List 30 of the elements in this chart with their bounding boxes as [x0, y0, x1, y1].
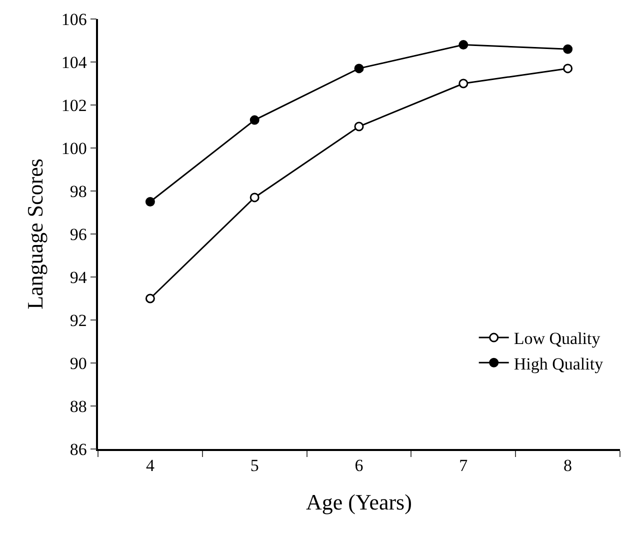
- y-tick-label: 96: [70, 224, 87, 244]
- y-tick-label: 106: [61, 10, 87, 29]
- x-tick-label: 6: [354, 456, 364, 476]
- y-axis-title: Language Scores: [22, 158, 48, 310]
- y-tick-label: 94: [70, 268, 88, 287]
- y-tick-label: 104: [61, 52, 88, 72]
- y-tick-label: 90: [70, 354, 87, 373]
- point: [250, 115, 260, 125]
- y-tick-label: 86: [70, 440, 87, 459]
- x-tick-label: 4: [146, 456, 155, 476]
- point: [354, 64, 364, 74]
- point: [250, 192, 260, 202]
- y-tick-label: 102: [61, 96, 87, 115]
- point: [145, 294, 155, 304]
- y-tick-label: 88: [70, 396, 87, 416]
- y-tick-label: 92: [70, 310, 87, 330]
- x-tick-label: 7: [459, 456, 468, 476]
- x-axis-title: Age (Years): [306, 490, 412, 515]
- y-tick-label: 98: [70, 182, 87, 201]
- point: [458, 40, 468, 50]
- point: [354, 122, 364, 132]
- point: [563, 64, 573, 74]
- y-tick-label: 100: [61, 138, 87, 158]
- point: [145, 197, 155, 206]
- legend-label: High Quality: [514, 354, 604, 374]
- legend-label: Low Quality: [514, 329, 601, 348]
- x-tick-label: 8: [564, 456, 572, 476]
- point: [458, 78, 468, 88]
- point: [563, 44, 573, 54]
- x-tick-label: 5: [250, 456, 259, 476]
